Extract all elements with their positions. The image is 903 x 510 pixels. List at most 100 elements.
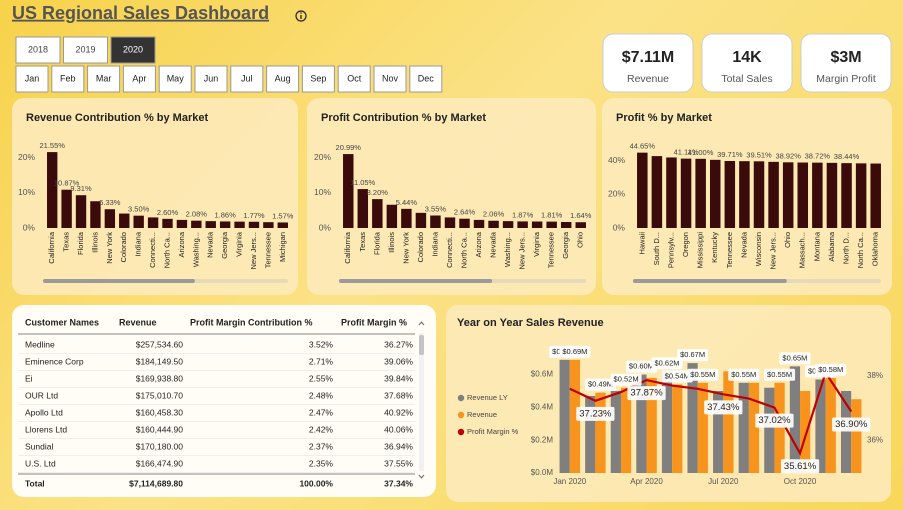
table-scroll-thumb[interactable] bbox=[419, 335, 424, 355]
month-button[interactable] bbox=[373, 65, 407, 93]
table-cell: 2.71% bbox=[309, 356, 334, 366]
data-label-box bbox=[755, 413, 794, 428]
table-cell: 36.94% bbox=[384, 441, 413, 451]
year-button[interactable] bbox=[63, 36, 108, 64]
bar bbox=[695, 158, 706, 228]
month-button-label[interactable]: Jun bbox=[204, 73, 219, 83]
data-label: $0.60M bbox=[629, 362, 654, 371]
month-button-label[interactable]: Apr bbox=[132, 73, 146, 83]
data-label-box bbox=[779, 352, 811, 365]
bar bbox=[569, 359, 581, 473]
bar bbox=[372, 199, 383, 228]
data-label-box bbox=[627, 386, 666, 401]
panel bbox=[12, 98, 298, 295]
data-label: 2.08% bbox=[186, 210, 208, 219]
chart-title: Revenue Contribution % by Market bbox=[26, 112, 208, 124]
data-label: $0.69M bbox=[562, 347, 587, 356]
x-tick-label: New Jers... bbox=[518, 232, 527, 270]
legend-label: Profit Margin % bbox=[467, 427, 519, 436]
month-button-label[interactable]: Oct bbox=[347, 73, 362, 83]
x-tick-label: Virginia bbox=[235, 231, 244, 257]
year-button[interactable] bbox=[15, 36, 61, 64]
y-tick-label: 40% bbox=[608, 155, 625, 165]
month-button[interactable] bbox=[301, 65, 335, 93]
month-button-label[interactable]: Nov bbox=[382, 73, 399, 83]
scrollbar-thumb[interactable] bbox=[43, 279, 195, 283]
month-button-label[interactable]: Sep bbox=[310, 73, 326, 83]
info-icon[interactable] bbox=[295, 10, 307, 22]
data-label: $0.52M bbox=[614, 375, 639, 384]
table-cell: Eminence Corp bbox=[25, 356, 84, 366]
month-button[interactable] bbox=[87, 65, 121, 93]
x-tick-label: Apr 2020 bbox=[630, 477, 663, 486]
column-header[interactable]: Revenue bbox=[119, 317, 157, 327]
data-label: $0.54M bbox=[665, 371, 690, 380]
month-button-label[interactable]: Jul bbox=[241, 73, 253, 83]
scroll-down[interactable] bbox=[418, 474, 425, 479]
month-button-label[interactable]: Dec bbox=[418, 73, 435, 83]
scrollbar-thumb[interactable] bbox=[339, 279, 493, 283]
x-tick-label: Colorado bbox=[416, 232, 425, 262]
x-tick-label: Connecti... bbox=[445, 232, 454, 268]
data-label: 35.61% bbox=[784, 461, 817, 472]
month-button[interactable] bbox=[158, 65, 192, 93]
bar bbox=[840, 391, 852, 473]
year-button-label[interactable]: 2020 bbox=[123, 44, 143, 54]
month-button-label[interactable]: Feb bbox=[60, 73, 76, 83]
month-button-label[interactable]: Aug bbox=[275, 73, 291, 83]
table-cell: $160,444.90 bbox=[136, 424, 184, 434]
bar bbox=[825, 377, 836, 473]
x-tick-label: Alabama bbox=[827, 231, 836, 261]
month-button[interactable] bbox=[122, 65, 156, 93]
month-button[interactable] bbox=[266, 65, 300, 93]
column-header[interactable]: Profit Margin Contribution % bbox=[190, 317, 312, 327]
table-cell: 3.52% bbox=[309, 339, 334, 349]
month-button[interactable] bbox=[194, 65, 228, 93]
data-label: 39.71% bbox=[717, 150, 743, 159]
bar bbox=[263, 222, 274, 228]
bar bbox=[386, 204, 398, 228]
column-header[interactable]: Customer Names bbox=[25, 317, 99, 327]
legend-swatch bbox=[457, 394, 465, 402]
year-button-label[interactable]: 2018 bbox=[28, 44, 48, 54]
bar bbox=[661, 371, 673, 473]
data-label: 21.55% bbox=[39, 141, 65, 150]
bar bbox=[531, 221, 543, 228]
scroll-up[interactable] bbox=[418, 321, 425, 326]
year-button-label[interactable]: 2019 bbox=[75, 44, 95, 54]
line bbox=[569, 370, 853, 457]
data-label-box bbox=[576, 406, 615, 421]
year-button[interactable] bbox=[110, 36, 156, 64]
data-label: 10.87% bbox=[54, 179, 80, 188]
month-button[interactable] bbox=[15, 65, 49, 93]
x-tick-label: Mississippi bbox=[696, 232, 705, 269]
table-cell: OUR Ltd bbox=[25, 390, 58, 400]
month-button[interactable] bbox=[409, 65, 443, 93]
bar bbox=[248, 221, 260, 228]
x-tick-label: Oregon bbox=[681, 232, 690, 257]
x-tick-label: Michigan bbox=[278, 232, 287, 262]
y-tick-label: $0.0M bbox=[531, 468, 554, 477]
x-tick-label: Montana bbox=[812, 231, 821, 261]
table-cell: $257,534.60 bbox=[136, 339, 184, 349]
bar bbox=[595, 392, 606, 473]
y-tick-label: $0.6M bbox=[531, 370, 554, 379]
data-label: 41.11% bbox=[674, 148, 699, 157]
month-button[interactable] bbox=[51, 65, 85, 93]
bar bbox=[789, 366, 801, 473]
data-label: 2.64% bbox=[454, 208, 476, 217]
data-label: 44.65% bbox=[630, 142, 656, 151]
column-header[interactable]: Profit Margin % bbox=[341, 317, 407, 327]
month-button-label[interactable]: Jan bbox=[25, 73, 40, 83]
scrollbar-thumb[interactable] bbox=[633, 279, 787, 283]
y-tick-label: 20% bbox=[18, 152, 35, 162]
month-button[interactable] bbox=[230, 65, 264, 93]
month-button-label[interactable]: Mar bbox=[96, 73, 112, 83]
data-label: 1.87% bbox=[512, 210, 534, 219]
total-cell: 37.34% bbox=[384, 478, 413, 488]
bar bbox=[815, 379, 826, 473]
month-button-label[interactable]: May bbox=[167, 73, 185, 83]
bar bbox=[357, 189, 369, 228]
month-button[interactable] bbox=[337, 65, 371, 93]
